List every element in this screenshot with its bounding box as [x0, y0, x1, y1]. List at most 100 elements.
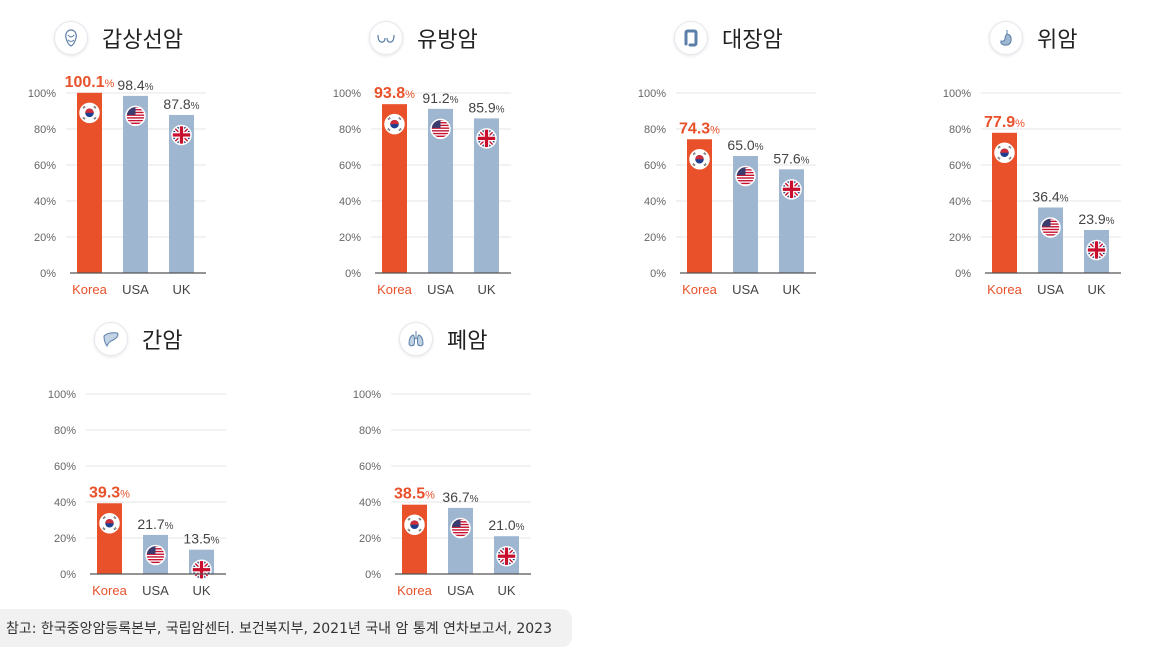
value-label: 38.5% — [394, 486, 435, 503]
category-label: USA — [732, 282, 759, 297]
chart-panel-thyroid: 갑상선암 0% 20% 40% 60% 80% 100% 100.1% Korea 98.4% U… — [20, 0, 240, 300]
chart-panel-lung: 폐암 0% 20% 40% 60% 80% 100% 38.5% Korea 36.7% USA 2… — [345, 301, 565, 601]
y-tick-label: 60% — [949, 160, 971, 172]
y-tick-label: 0% — [955, 268, 971, 280]
y-tick-label: 40% — [949, 196, 971, 208]
y-tick-label: 100% — [638, 88, 666, 100]
y-tick-label: 20% — [339, 232, 361, 244]
bar-chart: 0% 20% 40% 60% 80% 100% 39.3% Korea 21.7% USA 13.5… — [48, 389, 226, 598]
y-tick-label: 80% — [34, 124, 56, 136]
liver-icon — [94, 322, 128, 356]
value-label: 21.7% — [137, 516, 173, 532]
value-label: 87.8% — [163, 96, 199, 112]
breast-icon — [369, 21, 403, 55]
y-tick-label: 80% — [644, 124, 666, 136]
y-tick-label: 100% — [333, 88, 361, 100]
y-tick-label: 100% — [943, 88, 971, 100]
y-tick-label: 60% — [644, 160, 666, 172]
uk-flag-icon — [171, 124, 192, 146]
value-label: 36.4% — [1032, 188, 1068, 204]
category-label: USA — [142, 583, 169, 598]
stomach-icon — [989, 21, 1023, 55]
y-tick-label: 0% — [650, 268, 666, 280]
value-label: 39.3% — [89, 484, 130, 501]
y-tick-label: 100% — [28, 88, 56, 100]
y-tick-label: 20% — [54, 533, 76, 545]
y-tick-label: 40% — [359, 497, 381, 509]
y-tick-label: 0% — [40, 268, 56, 280]
panel-header: 위암 — [989, 20, 1077, 56]
value-label: 91.2% — [422, 90, 458, 106]
y-tick-label: 40% — [34, 196, 56, 208]
korea-flag-icon — [79, 102, 100, 124]
value-label: 77.9% — [984, 114, 1025, 131]
panel-title: 위암 — [1037, 28, 1078, 53]
y-tick-label: 60% — [34, 160, 56, 172]
y-tick-label: 100% — [48, 389, 76, 401]
category-label: UK — [477, 282, 495, 297]
category-label: UK — [497, 583, 515, 598]
panel-title: 간암 — [142, 329, 183, 354]
chart-panel-breast: 유방암 0% 20% 40% 60% 80% 100% 93.8% Korea 91.2% USA… — [325, 0, 545, 300]
category-label: UK — [172, 282, 190, 297]
value-label: 100.1% — [65, 74, 115, 91]
y-tick-label: 20% — [949, 232, 971, 244]
bar-chart: 0% 20% 40% 60% 80% 100% 93.8% Korea 91.2% USA 85.9… — [333, 85, 511, 297]
chart-panel-liver: 간암 0% 20% 40% 60% 80% 100% 39.3% Korea 21.7% USA 1… — [40, 301, 260, 601]
usa-flag-icon — [1040, 217, 1061, 238]
colon-icon — [674, 21, 708, 55]
bar-chart: 0% 20% 40% 60% 80% 100% 38.5% Korea 36.7% USA 21.0… — [353, 389, 531, 598]
value-label: 74.3% — [679, 120, 720, 137]
category-label: UK — [782, 282, 800, 297]
value-label: 93.8% — [374, 85, 415, 102]
value-label: 23.9% — [1078, 211, 1114, 227]
korea-flag-icon — [404, 514, 425, 535]
y-tick-label: 80% — [949, 124, 971, 136]
value-label: 57.6% — [773, 150, 809, 166]
category-label: Korea — [682, 282, 717, 297]
y-tick-label: 80% — [359, 425, 381, 437]
bar-chart: 0% 20% 40% 60% 80% 100% 74.3% Korea 65.0% USA 57.6… — [638, 88, 816, 297]
category-label: Korea — [987, 282, 1022, 297]
panel-title: 폐암 — [447, 329, 488, 354]
category-label: UK — [1087, 282, 1105, 297]
y-tick-label: 0% — [345, 268, 361, 280]
category-label: Korea — [397, 583, 432, 598]
bar-chart: 0% 20% 40% 60% 80% 100% 100.1% Korea 98.4% USA 87.… — [28, 74, 206, 297]
panel-title: 유방암 — [417, 28, 478, 53]
y-tick-label: 60% — [359, 461, 381, 473]
y-tick-label: 0% — [60, 569, 76, 581]
korea-flag-icon — [689, 149, 710, 170]
uk-flag-icon — [781, 179, 802, 200]
value-label: 98.4% — [117, 77, 153, 93]
panel-header: 대장암 — [674, 20, 783, 56]
category-label: USA — [427, 282, 454, 297]
y-tick-label: 40% — [339, 196, 361, 208]
category-label: USA — [122, 282, 149, 297]
category-label: USA — [447, 583, 474, 598]
chart-panel-stomach: 위암 0% 20% 40% 60% 80% 100% 77.9% Korea 36.4% USA 2… — [935, 0, 1155, 300]
y-tick-label: 20% — [359, 533, 381, 545]
uk-flag-icon — [1086, 239, 1107, 261]
value-label: 65.0% — [727, 137, 763, 153]
value-label: 36.7% — [442, 489, 478, 505]
y-tick-label: 100% — [353, 389, 381, 401]
panel-title: 갑상선암 — [102, 28, 183, 53]
usa-flag-icon — [145, 544, 166, 566]
usa-flag-icon — [450, 517, 471, 539]
panel-header: 유방암 — [369, 20, 478, 56]
y-tick-label: 40% — [54, 497, 76, 509]
y-tick-label: 40% — [644, 196, 666, 208]
panel-header: 폐암 — [399, 321, 487, 357]
category-label: Korea — [72, 282, 107, 297]
panel-title: 대장암 — [722, 28, 783, 53]
y-tick-label: 80% — [54, 425, 76, 437]
category-label: Korea — [377, 282, 412, 297]
y-tick-label: 60% — [339, 160, 361, 172]
lung-icon — [399, 322, 433, 356]
chart-panel-colon: 대장암 0% 20% 40% 60% 80% 100% 74.3% Korea 65.0% USA… — [630, 0, 850, 300]
category-label: UK — [192, 583, 210, 598]
bar-chart: 0% 20% 40% 60% 80% 100% 77.9% Korea 36.4% USA 23.9… — [943, 88, 1121, 297]
source-text: 참고: 한국중앙암등록본부, 국립암센터. 보건복지부, 2021년 국내 암 … — [6, 621, 552, 637]
usa-flag-icon — [735, 165, 756, 187]
